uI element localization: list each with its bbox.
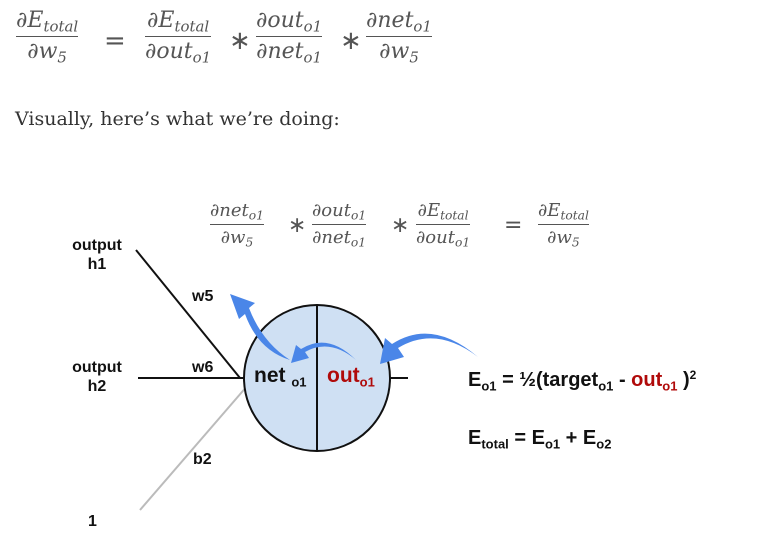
term3-fraction: ∂Etotal ∂outo1 [416,200,471,250]
numerator-sub: o1 [303,17,323,36]
numerator: ∂E [147,8,175,33]
denominator-sub: 5 [409,48,419,67]
times-sign: ∗ [391,213,410,238]
numerator: ∂net [210,200,249,221]
label-line: output [72,359,122,376]
denominator: ∂net [312,226,351,248]
weight-w6-label: w6 [192,359,214,376]
equals-sign: = [104,26,126,56]
net-text: net [254,364,292,387]
out-sub: o1 [662,378,678,394]
numerator: ∂E [16,8,44,33]
denominator-sub: o1 [350,235,367,250]
label-line: output [72,237,122,254]
edge-h1 [135,249,241,379]
denominator: ∂w [547,226,572,248]
weight-b2-label: b2 [193,451,212,468]
plus-text: + E [560,427,597,449]
term2-fraction: ∂outo1 ∂neto1 [312,200,367,250]
denominator-sub: o1 [454,235,471,250]
numerator-sub: o1 [350,208,367,223]
sub2: o2 [596,436,612,452]
error-symbol: E [468,369,482,392]
minus-sign: - [613,369,632,392]
term1-fraction: ∂neto1 ∂w5 [210,200,264,249]
numerator-sub: total [174,17,210,36]
numerator-sub: total [43,17,79,36]
target-sub: o1 [598,378,614,394]
arrow-w5-icon [230,294,290,360]
numerator-sub: total [560,208,589,223]
numerator: ∂out [312,200,351,221]
close-paren: ) [677,369,690,392]
denominator-sub: 5 [571,235,580,250]
label-line: h1 [87,256,107,273]
error-sub: o1 [481,378,497,394]
label-line: h2 [87,378,107,395]
net-sub: o1 [291,374,307,390]
denominator: ∂out [145,39,193,65]
times-sign: ∗ [229,26,251,56]
edge-bias [139,384,249,511]
term1-fraction: ∂Etotal ∂outo1 [145,8,212,67]
sub1: o1 [544,436,561,452]
numerator: ∂net [366,8,414,33]
out-text: out [327,364,360,387]
out-label: outo1 [327,364,375,390]
lhs-fraction: ∂Etotal ∂w5 [16,8,79,67]
error-o1-equation: Eo1 = ½(targeto1 - outo1 )2 [468,368,696,394]
error-symbol: E [468,427,482,449]
power: 2 [689,368,697,382]
numerator-sub: o1 [413,17,432,36]
eq-text: = E [508,427,545,449]
arrow-net-icon [291,342,356,363]
net-label: net o1 [254,364,307,390]
times-sign: ∗ [288,213,307,238]
numerator: ∂E [538,200,561,221]
arrow-out-icon [380,333,478,364]
input-label-h1: output h1 [60,236,134,274]
denominator-sub: 5 [57,48,67,67]
term3-fraction: ∂neto1 ∂w5 [366,8,432,67]
bias-input-label: 1 [88,513,97,530]
numerator: ∂out [256,8,304,33]
equals-sign: = [504,213,523,238]
denominator: ∂w [379,39,410,65]
denominator: ∂w [27,39,58,65]
rhs-fraction: ∂Etotal ∂w5 [538,200,589,249]
numerator: ∂E [417,200,441,221]
out-text: out [631,369,663,392]
error-total-equation: Etotal = Eo1 + Eo2 [468,427,611,452]
denominator-sub: o1 [192,48,212,67]
denominator: ∂w [220,226,246,248]
input-label-h2: output h2 [60,358,134,396]
numerator-sub: total [440,208,469,223]
error-sub: total [481,436,509,452]
denominator-sub: 5 [245,235,254,250]
denominator-sub: o1 [303,48,323,67]
eq-text: = ½(target [496,369,599,392]
times-sign: ∗ [340,26,362,56]
weight-w5-label: w5 [192,288,214,305]
term2-fraction: ∂outo1 ∂neto1 [256,8,323,67]
denominator: ∂out [416,226,455,248]
denominator: ∂net [256,39,304,65]
numerator-sub: o1 [248,208,264,223]
caption-text: Visually, here’s what we’re doing: [15,108,340,130]
out-sub: o1 [359,374,375,390]
